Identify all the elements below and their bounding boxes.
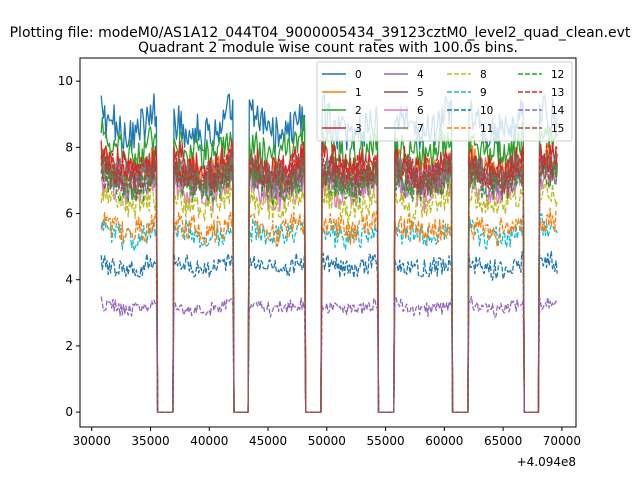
legend-label-9: 9 (480, 87, 487, 99)
legend-label-0: 0 (355, 69, 362, 81)
x-tick-label: 65000 (484, 434, 522, 448)
legend-label-6: 6 (417, 105, 424, 117)
x-tick-label: 55000 (366, 434, 404, 448)
y-tick-label: 8 (65, 140, 73, 154)
series-line-14 (100, 295, 558, 413)
chart-title: Quadrant 2 module wise count rates with … (138, 40, 518, 56)
x-tick-label: 50000 (308, 434, 346, 448)
y-tick-label: 0 (65, 405, 73, 419)
y-tick-label: 4 (65, 273, 73, 287)
legend-label-10: 10 (480, 105, 493, 117)
x-tick-label: 40000 (190, 434, 228, 448)
legend-label-2: 2 (355, 105, 362, 117)
x-tick-label: 70000 (543, 434, 581, 448)
legend-label-4: 4 (417, 69, 424, 81)
legend-label-12: 12 (551, 69, 564, 81)
series-line-8 (100, 177, 558, 413)
series-line-15 (100, 149, 558, 413)
x-tick-label: 60000 (425, 434, 463, 448)
legend-label-8: 8 (480, 69, 487, 81)
x-tick-label: 35000 (131, 434, 169, 448)
legend-label-11: 11 (480, 123, 493, 135)
y-tick-label: 10 (58, 74, 73, 88)
y-tick-label: 2 (65, 339, 73, 353)
y-tick-label: 6 (65, 207, 73, 221)
series-line-12 (100, 155, 558, 413)
legend-label-7: 7 (417, 123, 424, 135)
legend-label-15: 15 (551, 123, 564, 135)
x-axis: 30000 35000 40000 45000 50000 55000 60000 65000… (73, 427, 581, 448)
series-line-10 (100, 250, 558, 413)
plot-frame (79, 57, 577, 428)
x-tick-label: 45000 (249, 434, 287, 448)
y-axis: 0 2 4 6 8 10 (58, 74, 80, 419)
figure-title: Plotting file: modeM0/AS1A12_044T04_9000… (10, 25, 631, 41)
x-tick-label: 30000 (73, 434, 111, 448)
legend-label-13: 13 (551, 87, 564, 99)
x-offset-label: +4.094e8 (517, 455, 576, 469)
legend-box (316, 61, 573, 142)
legend-label-14: 14 (551, 105, 565, 117)
legend-label-5: 5 (417, 87, 424, 99)
legend-label-3: 3 (355, 123, 362, 135)
series-line-11 (100, 207, 558, 413)
legend-label-1: 1 (355, 87, 362, 99)
series-line-9 (100, 213, 558, 413)
